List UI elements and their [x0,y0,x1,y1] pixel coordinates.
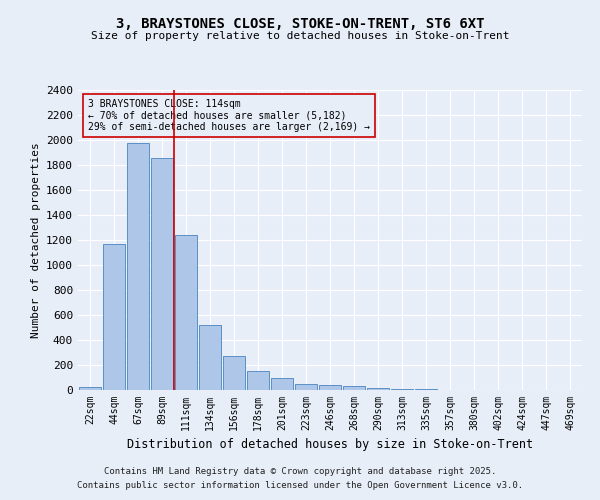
Bar [223,356,245,390]
Bar [343,386,365,390]
Bar [127,142,149,390]
Bar [175,235,197,390]
Bar [271,378,293,390]
Bar [103,244,125,390]
Y-axis label: Number of detached properties: Number of detached properties [31,142,41,338]
Bar [391,389,413,390]
Text: Contains HM Land Registry data © Crown copyright and database right 2025.: Contains HM Land Registry data © Crown c… [104,467,496,476]
Text: Size of property relative to detached houses in Stoke-on-Trent: Size of property relative to detached ho… [91,31,509,41]
Bar [199,325,221,390]
Bar [151,158,173,390]
Bar [319,385,341,390]
Text: Contains public sector information licensed under the Open Government Licence v3: Contains public sector information licen… [77,481,523,490]
Text: 3, BRAYSTONES CLOSE, STOKE-ON-TRENT, ST6 6XT: 3, BRAYSTONES CLOSE, STOKE-ON-TRENT, ST6… [116,18,484,32]
Bar [367,388,389,390]
Bar [247,370,269,390]
Text: 3 BRAYSTONES CLOSE: 114sqm
← 70% of detached houses are smaller (5,182)
29% of s: 3 BRAYSTONES CLOSE: 114sqm ← 70% of deta… [88,99,370,132]
Bar [295,384,317,390]
X-axis label: Distribution of detached houses by size in Stoke-on-Trent: Distribution of detached houses by size … [127,438,533,452]
Bar [79,387,101,390]
